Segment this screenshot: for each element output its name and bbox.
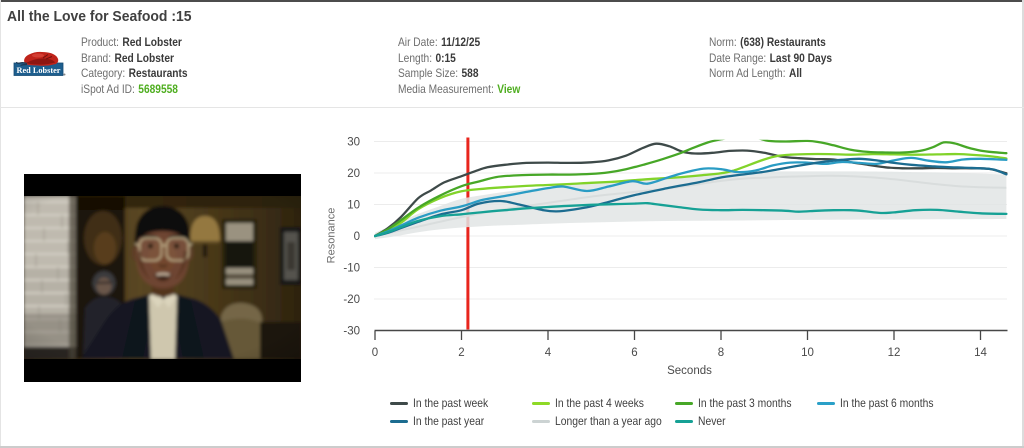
svg-text:-30: -30 [343,326,360,338]
svg-text:4: 4 [545,347,552,359]
svg-text:12: 12 [888,347,901,359]
svg-text:30: 30 [347,137,360,149]
svg-text:14: 14 [974,347,987,359]
svg-text:Red Lobster: Red Lobster [17,65,61,75]
svg-text:Resonance: Resonance [326,208,338,264]
svg-text:2: 2 [458,347,464,359]
svg-text:6: 6 [631,347,637,359]
svg-text:Seconds: Seconds [667,365,712,377]
svg-text:0: 0 [372,347,378,359]
svg-text:-10: -10 [343,263,360,275]
svg-text:-20: -20 [343,294,360,306]
svg-text:10: 10 [801,347,814,359]
svg-text:0: 0 [354,231,360,243]
svg-text:20: 20 [347,168,360,180]
svg-text:8: 8 [718,347,724,359]
svg-text:10: 10 [347,200,360,212]
